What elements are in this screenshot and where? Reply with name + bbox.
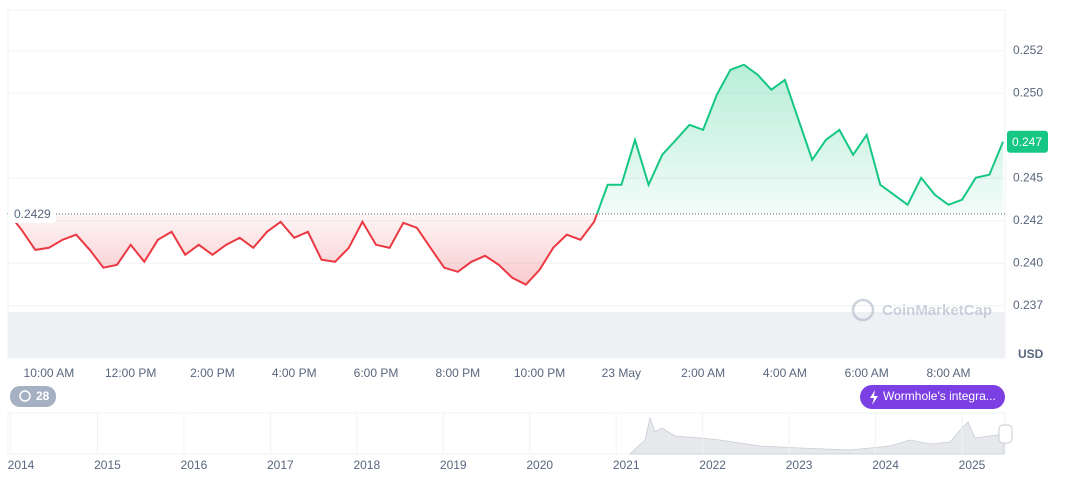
navigator-label: 2020 — [526, 458, 553, 472]
x-tick-label: 10:00 PM — [514, 366, 565, 380]
navigator-label: 2022 — [699, 458, 726, 472]
navigator-label: 2017 — [267, 458, 294, 472]
navigator-label: 2015 — [94, 458, 121, 472]
reference-label: 0.2429 — [14, 207, 51, 221]
annotation-text: Wormhole's integra... — [883, 389, 996, 403]
x-tick-label: 8:00 PM — [435, 366, 480, 380]
y-tick-label: 0.240 — [1013, 255, 1043, 269]
x-tick-label: 8:00 AM — [926, 366, 970, 380]
navigator-label: 2021 — [613, 458, 640, 472]
event-badge[interactable]: 28 — [10, 386, 56, 407]
y-tick-label: 0.237 — [1013, 298, 1043, 312]
navigator-label: 2018 — [353, 458, 380, 472]
navigator-frame — [7, 412, 1006, 455]
x-tick-label: 6:00 PM — [354, 366, 399, 380]
y-tick-label: 0.250 — [1013, 85, 1043, 99]
watermark-text: CoinMarketCap — [882, 302, 992, 319]
currency-label: USD — [1018, 347, 1044, 361]
navigator-area — [628, 416, 1005, 455]
y-tick-label: 0.245 — [1013, 170, 1043, 184]
reference-label-box — [8, 205, 56, 223]
price-line-down — [7, 214, 599, 286]
navigator-label: 2019 — [440, 458, 467, 472]
x-tick-label: 12:00 PM — [105, 366, 156, 380]
navigator-label: 2023 — [786, 458, 813, 472]
x-tick-label: 23 May — [602, 366, 641, 380]
navigator-label: 2016 — [181, 458, 208, 472]
navigator-label: 2024 — [872, 458, 899, 472]
area-down — [8, 214, 1003, 285]
area-up — [8, 64, 1003, 214]
navigator-label: 2025 — [959, 458, 986, 472]
event-count: 28 — [36, 389, 50, 403]
y-tick-label: 0.252 — [1013, 43, 1043, 57]
current-badge: 0.247 — [1007, 130, 1048, 153]
annotation-badge[interactable]: Wormhole's integra... — [860, 385, 1005, 409]
volume-band — [8, 312, 1005, 358]
current-label: 0.247 — [1012, 135, 1042, 149]
x-tick-label: 4:00 AM — [763, 366, 807, 380]
x-tick-label: 6:00 AM — [845, 366, 889, 380]
x-tick-label: 2:00 AM — [681, 366, 725, 380]
navigator-handle[interactable] — [998, 424, 1013, 444]
y-tick-label: 0.242 — [1013, 213, 1043, 227]
x-tick-label: 10:00 AM — [24, 366, 75, 380]
x-tick-label: 2:00 PM — [190, 366, 235, 380]
navigator-label: 2014 — [8, 458, 35, 472]
x-tick-label: 4:00 PM — [272, 366, 317, 380]
price-line-up — [7, 63, 1004, 214]
watermark: CoinMarketCap — [851, 298, 992, 322]
